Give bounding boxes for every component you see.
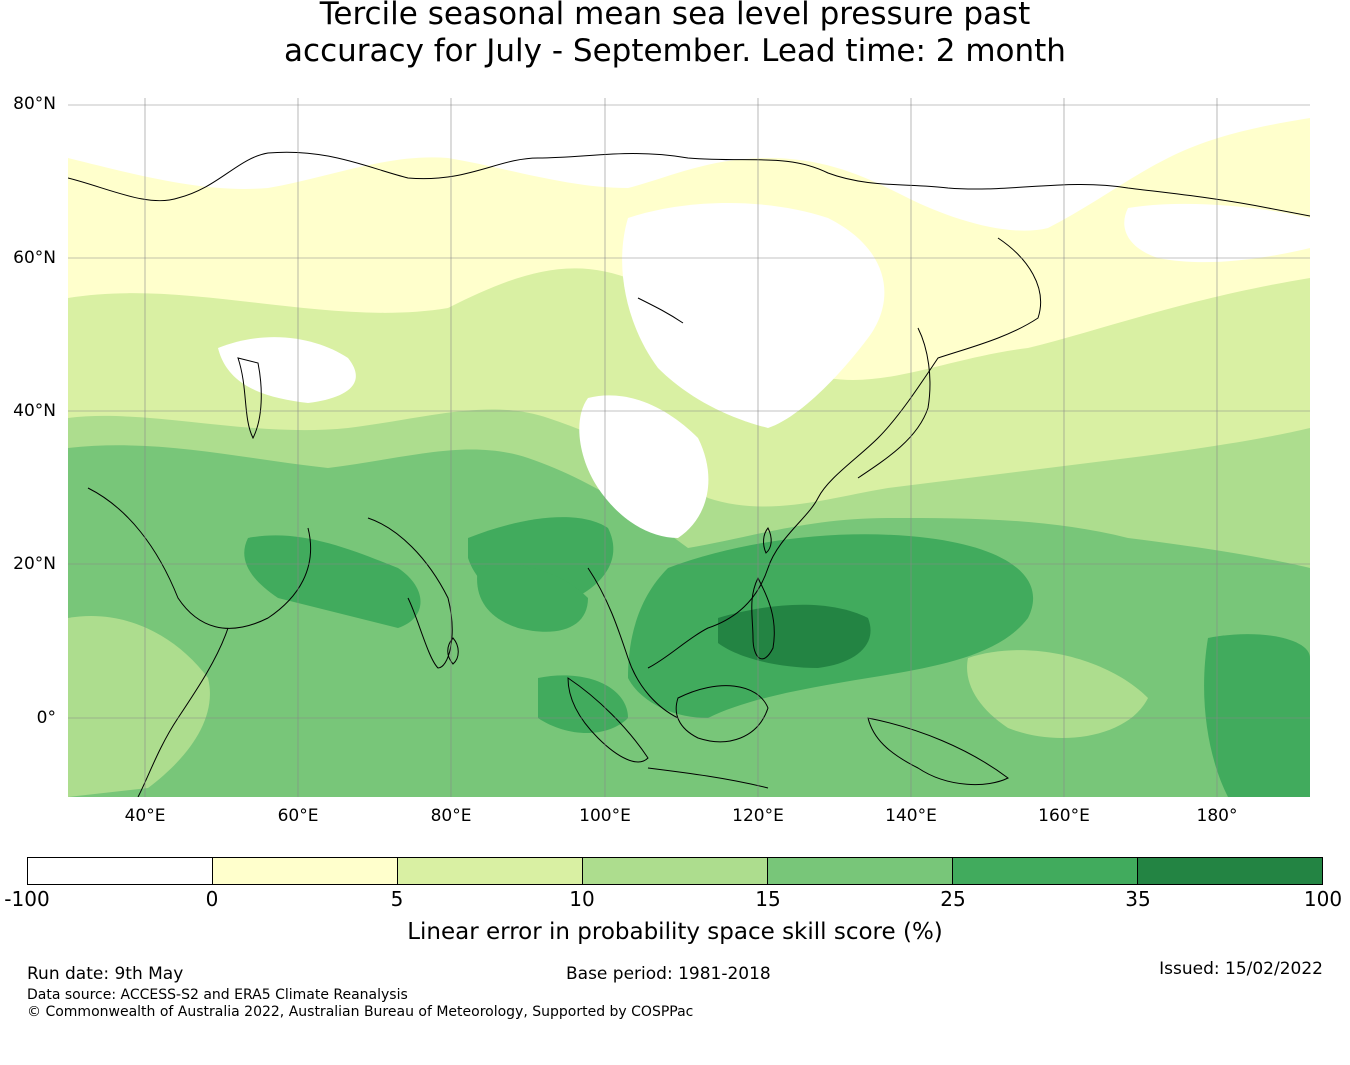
coastline-borneo [675, 685, 769, 743]
map-title: Tercile seasonal mean sea level pressure… [0, 0, 1350, 70]
skill-region-25-35-equator [538, 675, 628, 733]
skill-region-25-35-bay [477, 564, 588, 632]
colorbar-tick-0: 0 [205, 887, 219, 911]
lat-label-60n: 60°N [13, 248, 56, 268]
data-source: Data source: ACCESS-S2 and ERA5 Climate … [27, 987, 408, 1003]
coastline-arabia [87, 487, 312, 629]
colorbar-tick-15: 15 [755, 887, 781, 911]
coastline-southeast-asia [587, 567, 679, 719]
title-line-1: Tercile seasonal mean sea level pressure… [319, 0, 1031, 32]
colorbar-title: Linear error in probability space skill … [407, 919, 943, 945]
colorbar-segment-35-100 [1138, 858, 1322, 884]
colorbar-segment-25-35 [953, 858, 1138, 884]
lon-label-180: 180° [1196, 806, 1238, 826]
lon-label-60e: 60°E [277, 806, 319, 826]
coastlines [68, 151, 1310, 797]
lon-label-80e: 80°E [430, 806, 472, 826]
skill-patch-light-africa [68, 616, 210, 797]
lon-label-160e: 160°E [1038, 806, 1090, 826]
colorbar-segment-15-25 [768, 858, 953, 884]
colorbar [27, 857, 1323, 885]
coastline-caspian [237, 357, 262, 440]
lat-label-0: 0° [36, 708, 56, 728]
run-date: Run date: 9th May [27, 964, 184, 984]
colorbar-segment-0-5 [213, 858, 398, 884]
lat-label-40n: 40°N [13, 401, 56, 421]
lon-label-140e: 140°E [885, 806, 937, 826]
colorbar-segment-neg100-0 [28, 858, 213, 884]
skill-region-negative-caspian [218, 337, 356, 403]
coastline-new-guinea [867, 717, 1009, 786]
base-period: Base period: 1981-2018 [566, 964, 771, 984]
coastline-japan [857, 327, 931, 479]
coastline-sri-lanka [447, 637, 459, 665]
coastline-philippines [751, 576, 775, 660]
lat-label-80n: 80°N [13, 94, 56, 114]
skill-region-negative-siberia [622, 203, 885, 428]
gridlines [68, 98, 1310, 797]
coastline-taiwan [763, 527, 772, 554]
colorbar-tick-neg100: -100 [4, 887, 50, 911]
colorbar-tick-5: 5 [390, 887, 404, 911]
lat-label-20n: 20°N [13, 554, 56, 574]
colorbar-tick-10: 10 [569, 887, 595, 911]
colorbar-tick-25: 25 [940, 887, 966, 911]
coastline-baikal [637, 297, 684, 324]
colorbar-segment-5-10 [398, 858, 583, 884]
issued-date: Issued: 15/02/2022 [1159, 959, 1323, 979]
lon-label-40e: 40°E [124, 806, 166, 826]
colorbar-tick-100: 100 [1303, 887, 1343, 911]
skill-region-25-35-pacific-east [1204, 634, 1310, 797]
coastline-eastasia [647, 237, 1042, 669]
title-line-2: accuracy for July - September. Lead time… [284, 33, 1066, 69]
skill-region-25-35-arabia [244, 535, 421, 628]
skill-region-negative-arctic [68, 98, 1310, 231]
skill-score-map [68, 98, 1310, 797]
colorbar-segment-10-15 [583, 858, 768, 884]
colorbar-tick-35: 35 [1125, 887, 1151, 911]
coastline-java [647, 767, 769, 789]
skill-region-35-100 [718, 604, 871, 668]
lon-label-100e: 100°E [579, 806, 631, 826]
coastline-arctic [68, 151, 1310, 217]
skill-region-negative-china [579, 395, 709, 538]
lon-label-120e: 120°E [732, 806, 784, 826]
coastline-sumatra [567, 677, 649, 763]
skill-patch-light-pacific [967, 650, 1148, 738]
copyright: © Commonwealth of Australia 2022, Austra… [27, 1004, 694, 1020]
